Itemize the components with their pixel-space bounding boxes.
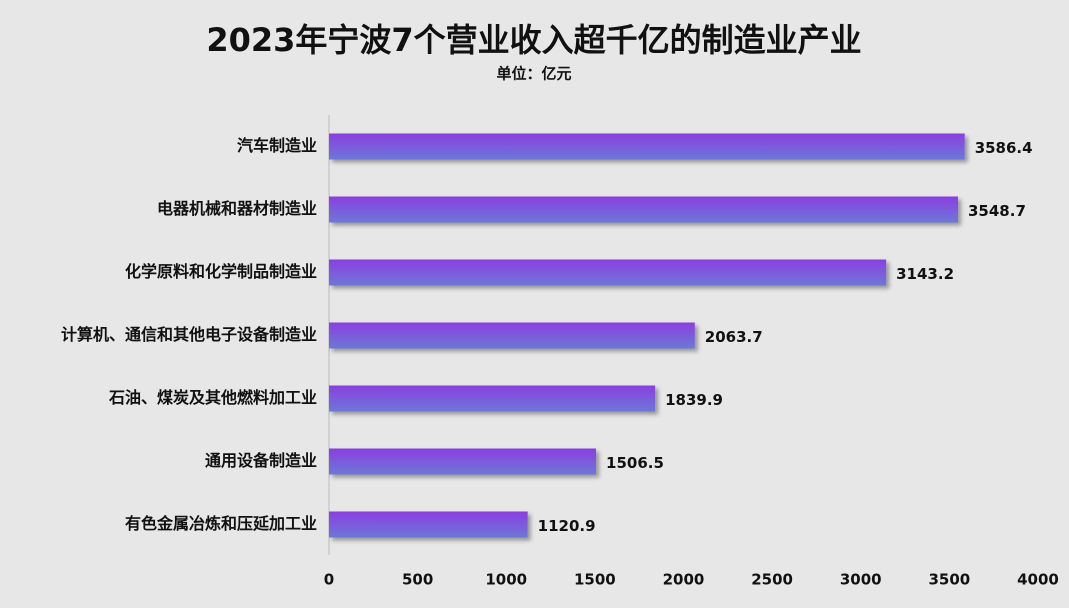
chart-subtitle: 单位：亿元 <box>496 65 571 83</box>
y-tick-label: 化学原料和化学制品制造业 <box>125 262 317 281</box>
x-tick-label: 2500 <box>751 571 793 589</box>
x-tick-label: 1500 <box>574 571 616 589</box>
x-tick-label: 3500 <box>929 571 971 589</box>
x-tick-label: 500 <box>402 571 433 589</box>
bar <box>329 385 656 412</box>
value-label: 3548.7 <box>968 202 1026 220</box>
x-tick-label: 4000 <box>1017 571 1059 589</box>
x-tick-label: 1000 <box>485 571 527 589</box>
value-label: 1120.9 <box>538 517 596 535</box>
y-tick-label: 电器机械和器材制造业 <box>157 199 317 218</box>
value-label: 1506.5 <box>606 454 664 472</box>
chart-title: 2023年宁波7个营业收入超千亿的制造业产业 <box>206 21 861 59</box>
bar <box>329 322 695 349</box>
value-label: 3586.4 <box>975 139 1033 157</box>
bar <box>329 259 887 286</box>
value-label: 3143.2 <box>896 265 954 283</box>
y-tick-label: 汽车制造业 <box>237 136 317 155</box>
bar <box>329 448 597 475</box>
value-label: 1839.9 <box>665 391 723 409</box>
y-tick-label: 有色金属冶炼和压延加工业 <box>125 514 317 533</box>
y-tick-label: 通用设备制造业 <box>205 451 317 470</box>
bar <box>329 196 959 223</box>
value-label: 2063.7 <box>705 328 763 346</box>
x-tick-label: 0 <box>324 571 334 589</box>
y-tick-label: 计算机、通信和其他电子设备制造业 <box>61 325 317 344</box>
bar <box>329 511 528 538</box>
y-tick-label: 石油、煤炭及其他燃料加工业 <box>108 388 317 407</box>
x-tick-label: 3000 <box>840 571 882 589</box>
x-tick-label: 2000 <box>663 571 705 589</box>
bar <box>329 133 965 160</box>
